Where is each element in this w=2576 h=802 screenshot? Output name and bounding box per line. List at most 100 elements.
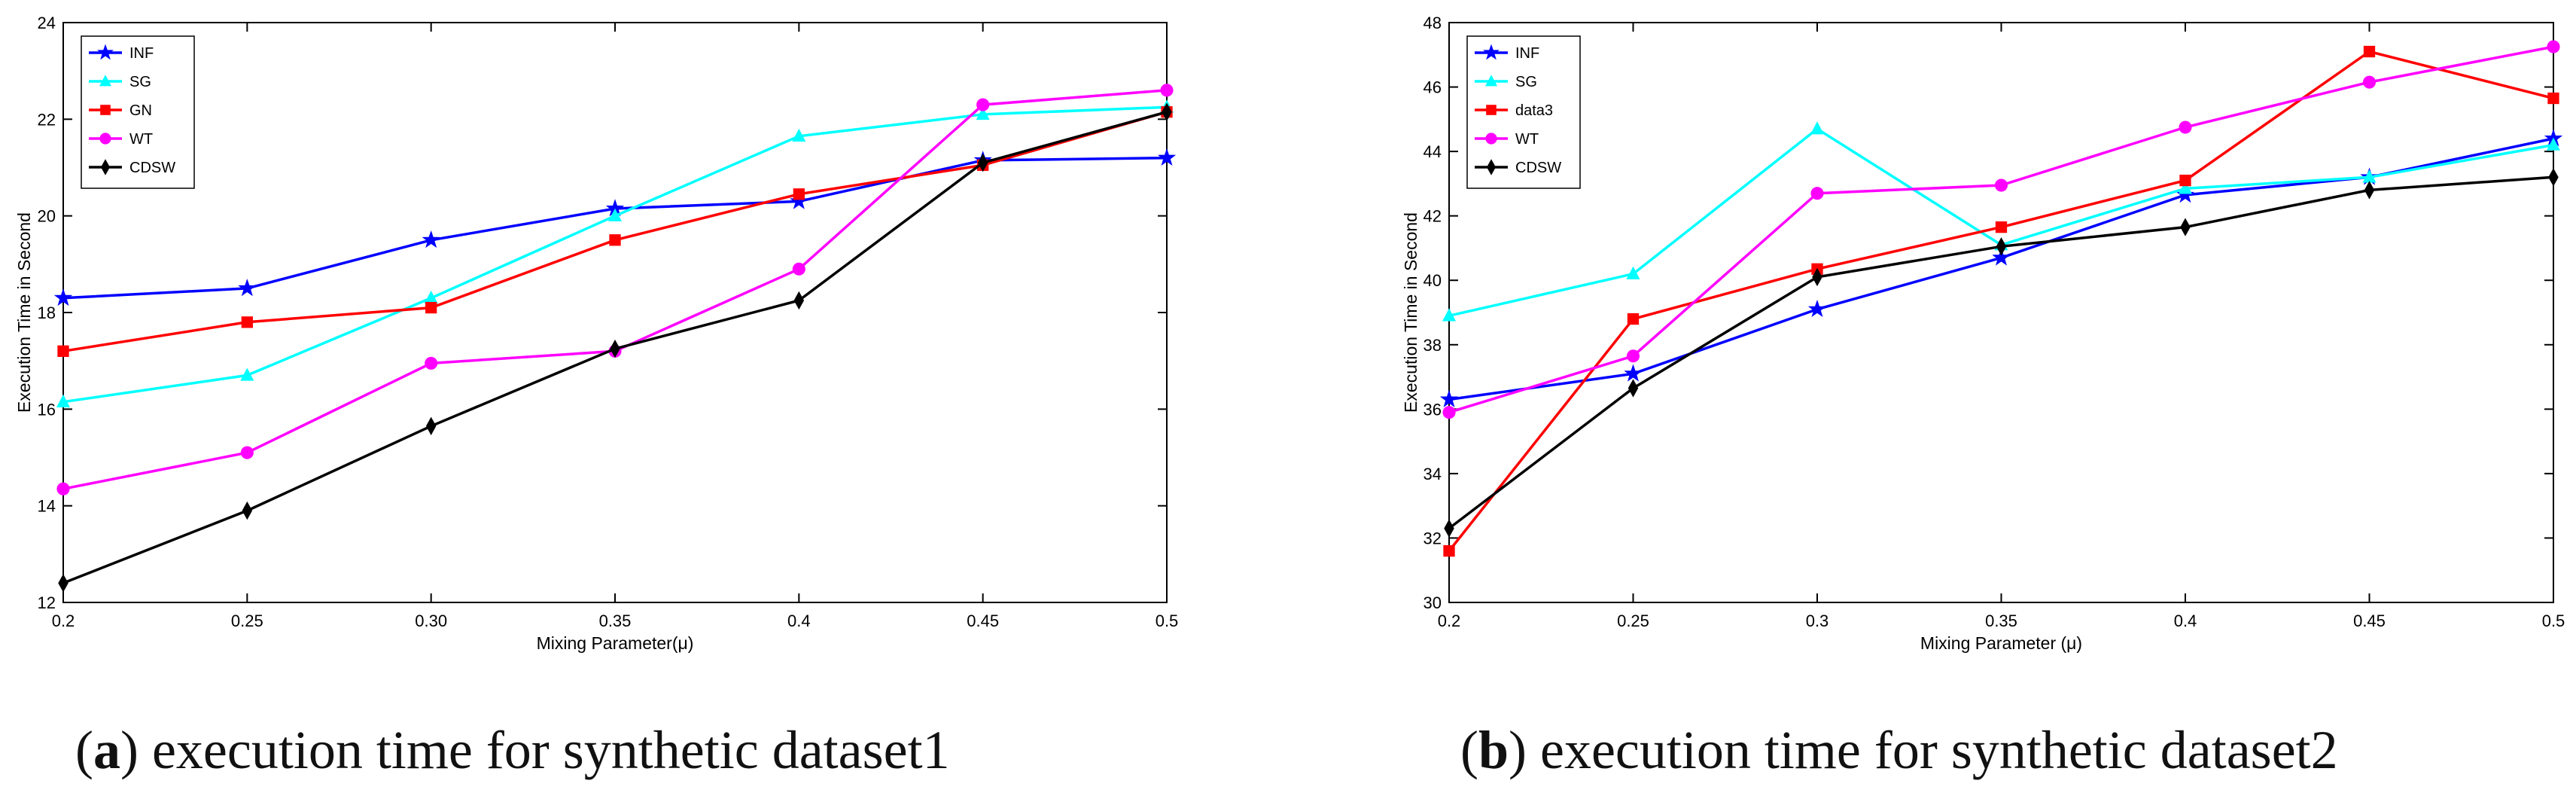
chart-b: 30 32 34 36 38 40 42 44 46 48 0.2 0.25 0.3 0.35 0.4 0.4… xyxy=(1401,14,2565,653)
point-a-wt-6 xyxy=(1160,84,1174,97)
y-tick-label-b-0: 30 xyxy=(1423,593,1442,612)
point-a-wt-5 xyxy=(976,98,990,111)
point-a-gn-1 xyxy=(241,316,253,328)
y-tick-label-a-6: 24 xyxy=(38,14,56,32)
legend-box-b xyxy=(1466,35,1581,189)
point-a-gn-4 xyxy=(793,188,805,200)
y-tick-label-b-2: 34 xyxy=(1423,465,1442,483)
x-tick-label-b-0: 0.2 xyxy=(1438,611,1461,630)
legend-marker-b-2 xyxy=(1486,105,1497,115)
point-b-wt-3 xyxy=(1994,178,2008,192)
series-b-data3 xyxy=(1443,45,2559,557)
point-b-inf-3 xyxy=(1992,248,2011,266)
point-a-sg-2 xyxy=(424,290,438,303)
legend-label-a-1: SG xyxy=(129,74,151,90)
legend-label-b-2: data3 xyxy=(1515,102,1553,119)
point-b-cdsw-3 xyxy=(1996,237,2007,256)
legend-b: INF SG data3 WT CDSW xyxy=(1466,35,1581,189)
x-tick-label-b-1: 0.25 xyxy=(1617,611,1649,630)
point-a-inf-1 xyxy=(238,279,257,297)
point-b-cdsw-6 xyxy=(2548,168,2559,187)
point-a-gn-2 xyxy=(425,301,437,314)
point-b-sg-0 xyxy=(1442,308,1456,322)
point-a-cdsw-4 xyxy=(793,291,805,310)
y-tick-label-a-1: 14 xyxy=(38,497,56,516)
y-tick-label-b-8: 46 xyxy=(1423,78,1442,97)
x-tick-label-a-0: 0.2 xyxy=(52,611,75,630)
caption-b-label: b xyxy=(1478,720,1509,780)
point-b-cdsw-1 xyxy=(1628,379,1639,398)
legend-marker-b-3 xyxy=(1485,133,1497,145)
point-a-wt-2 xyxy=(425,356,438,370)
point-a-inf-2 xyxy=(422,230,440,249)
y-tick-label-a-2: 16 xyxy=(38,400,56,419)
point-b-data3-1 xyxy=(1627,313,1640,325)
x-tick-label-b-5: 0.45 xyxy=(2353,611,2386,630)
caption-a: (a) execution time for synthetic dataset… xyxy=(75,720,950,780)
point-b-sg-5 xyxy=(2362,169,2377,183)
x-tick-label-a-1: 0.25 xyxy=(231,611,263,630)
point-b-cdsw-4 xyxy=(2180,218,2191,236)
point-b-wt-6 xyxy=(2547,40,2560,53)
point-b-data3-0 xyxy=(1443,544,1455,557)
point-b-inf-0 xyxy=(1439,389,1459,407)
x-tick-label-b-3: 0.35 xyxy=(1985,611,2017,630)
point-b-sg-6 xyxy=(2547,137,2560,151)
y-tick-label-b-7: 44 xyxy=(1423,142,1442,161)
point-b-sg-4 xyxy=(2179,181,2192,194)
legend-a: INF SG GN WT CDSW xyxy=(81,35,195,189)
legend-label-a-4: CDSW xyxy=(129,160,175,176)
point-a-cdsw-6 xyxy=(1162,102,1172,121)
legend-marker-b-4 xyxy=(1487,159,1496,175)
legend-marker-b-1 xyxy=(1485,75,1497,87)
legend-marker-a-2 xyxy=(100,105,111,115)
point-b-cdsw-0 xyxy=(1444,519,1454,538)
legend-marker-a-0 xyxy=(97,44,114,60)
x-axis-label-a: Mixing Parameter(μ) xyxy=(537,633,694,653)
caption-a-text: execution time for synthetic dataset1 xyxy=(151,720,950,780)
y-tick-label-b-4: 38 xyxy=(1423,336,1442,355)
caption-a-label: a xyxy=(93,720,120,780)
point-a-inf-0 xyxy=(53,288,73,306)
point-b-wt-1 xyxy=(1626,349,1640,363)
legend-marker-a-3 xyxy=(99,133,111,145)
series-b-wt xyxy=(1442,40,2560,419)
point-a-sg-4 xyxy=(792,128,806,142)
y-tick-label-a-0: 12 xyxy=(38,593,56,612)
y-tick-label-a-4: 20 xyxy=(38,207,56,226)
point-b-wt-4 xyxy=(2179,120,2192,134)
point-a-inf-4 xyxy=(790,191,808,209)
y-axis-label-a: Execution Time in Second xyxy=(14,212,34,413)
y-tick-label-b-6: 42 xyxy=(1423,207,1442,226)
chart-a: 12 14 16 18 20 22 24 0.2 0.25 0.30 0.35 0.4 0.45 0.5 M… xyxy=(14,14,1178,653)
legend-box-a xyxy=(81,35,195,189)
point-b-wt-2 xyxy=(1810,187,1824,200)
x-tick-label-b-2: 0.3 xyxy=(1806,611,1829,630)
x-tick-label-a-3: 0.35 xyxy=(599,611,632,630)
legend-label-b-3: WT xyxy=(1515,131,1539,148)
legend-label-a-0: INF xyxy=(129,45,154,62)
y-tick-label-a-5: 22 xyxy=(38,110,56,129)
legend-label-b-1: SG xyxy=(1515,74,1537,90)
point-a-sg-3 xyxy=(608,208,622,221)
y-tick-label-a-3: 18 xyxy=(38,303,56,322)
point-a-gn-3 xyxy=(609,234,621,246)
point-a-sg-5 xyxy=(976,107,990,120)
point-a-cdsw-1 xyxy=(242,501,253,520)
x-tick-label-a-5: 0.45 xyxy=(967,611,999,630)
point-a-sg-1 xyxy=(240,367,254,381)
caption-b: (b) execution time for synthetic dataset… xyxy=(1460,720,2338,780)
y-tick-label-b-9: 48 xyxy=(1423,14,1442,32)
point-b-sg-1 xyxy=(1626,266,1640,279)
point-b-data3-6 xyxy=(2547,92,2559,105)
y-tick-label-b-3: 36 xyxy=(1423,400,1442,419)
point-b-inf-2 xyxy=(1807,299,1827,318)
x-axis-label-b: Mixing Parameter (μ) xyxy=(1920,633,2082,653)
point-b-wt-0 xyxy=(1442,406,1456,419)
point-a-wt-1 xyxy=(240,446,254,459)
point-a-sg-0 xyxy=(56,394,70,407)
point-a-inf-6 xyxy=(1157,148,1177,166)
point-b-inf-4 xyxy=(2176,185,2195,203)
point-a-wt-4 xyxy=(792,262,805,276)
